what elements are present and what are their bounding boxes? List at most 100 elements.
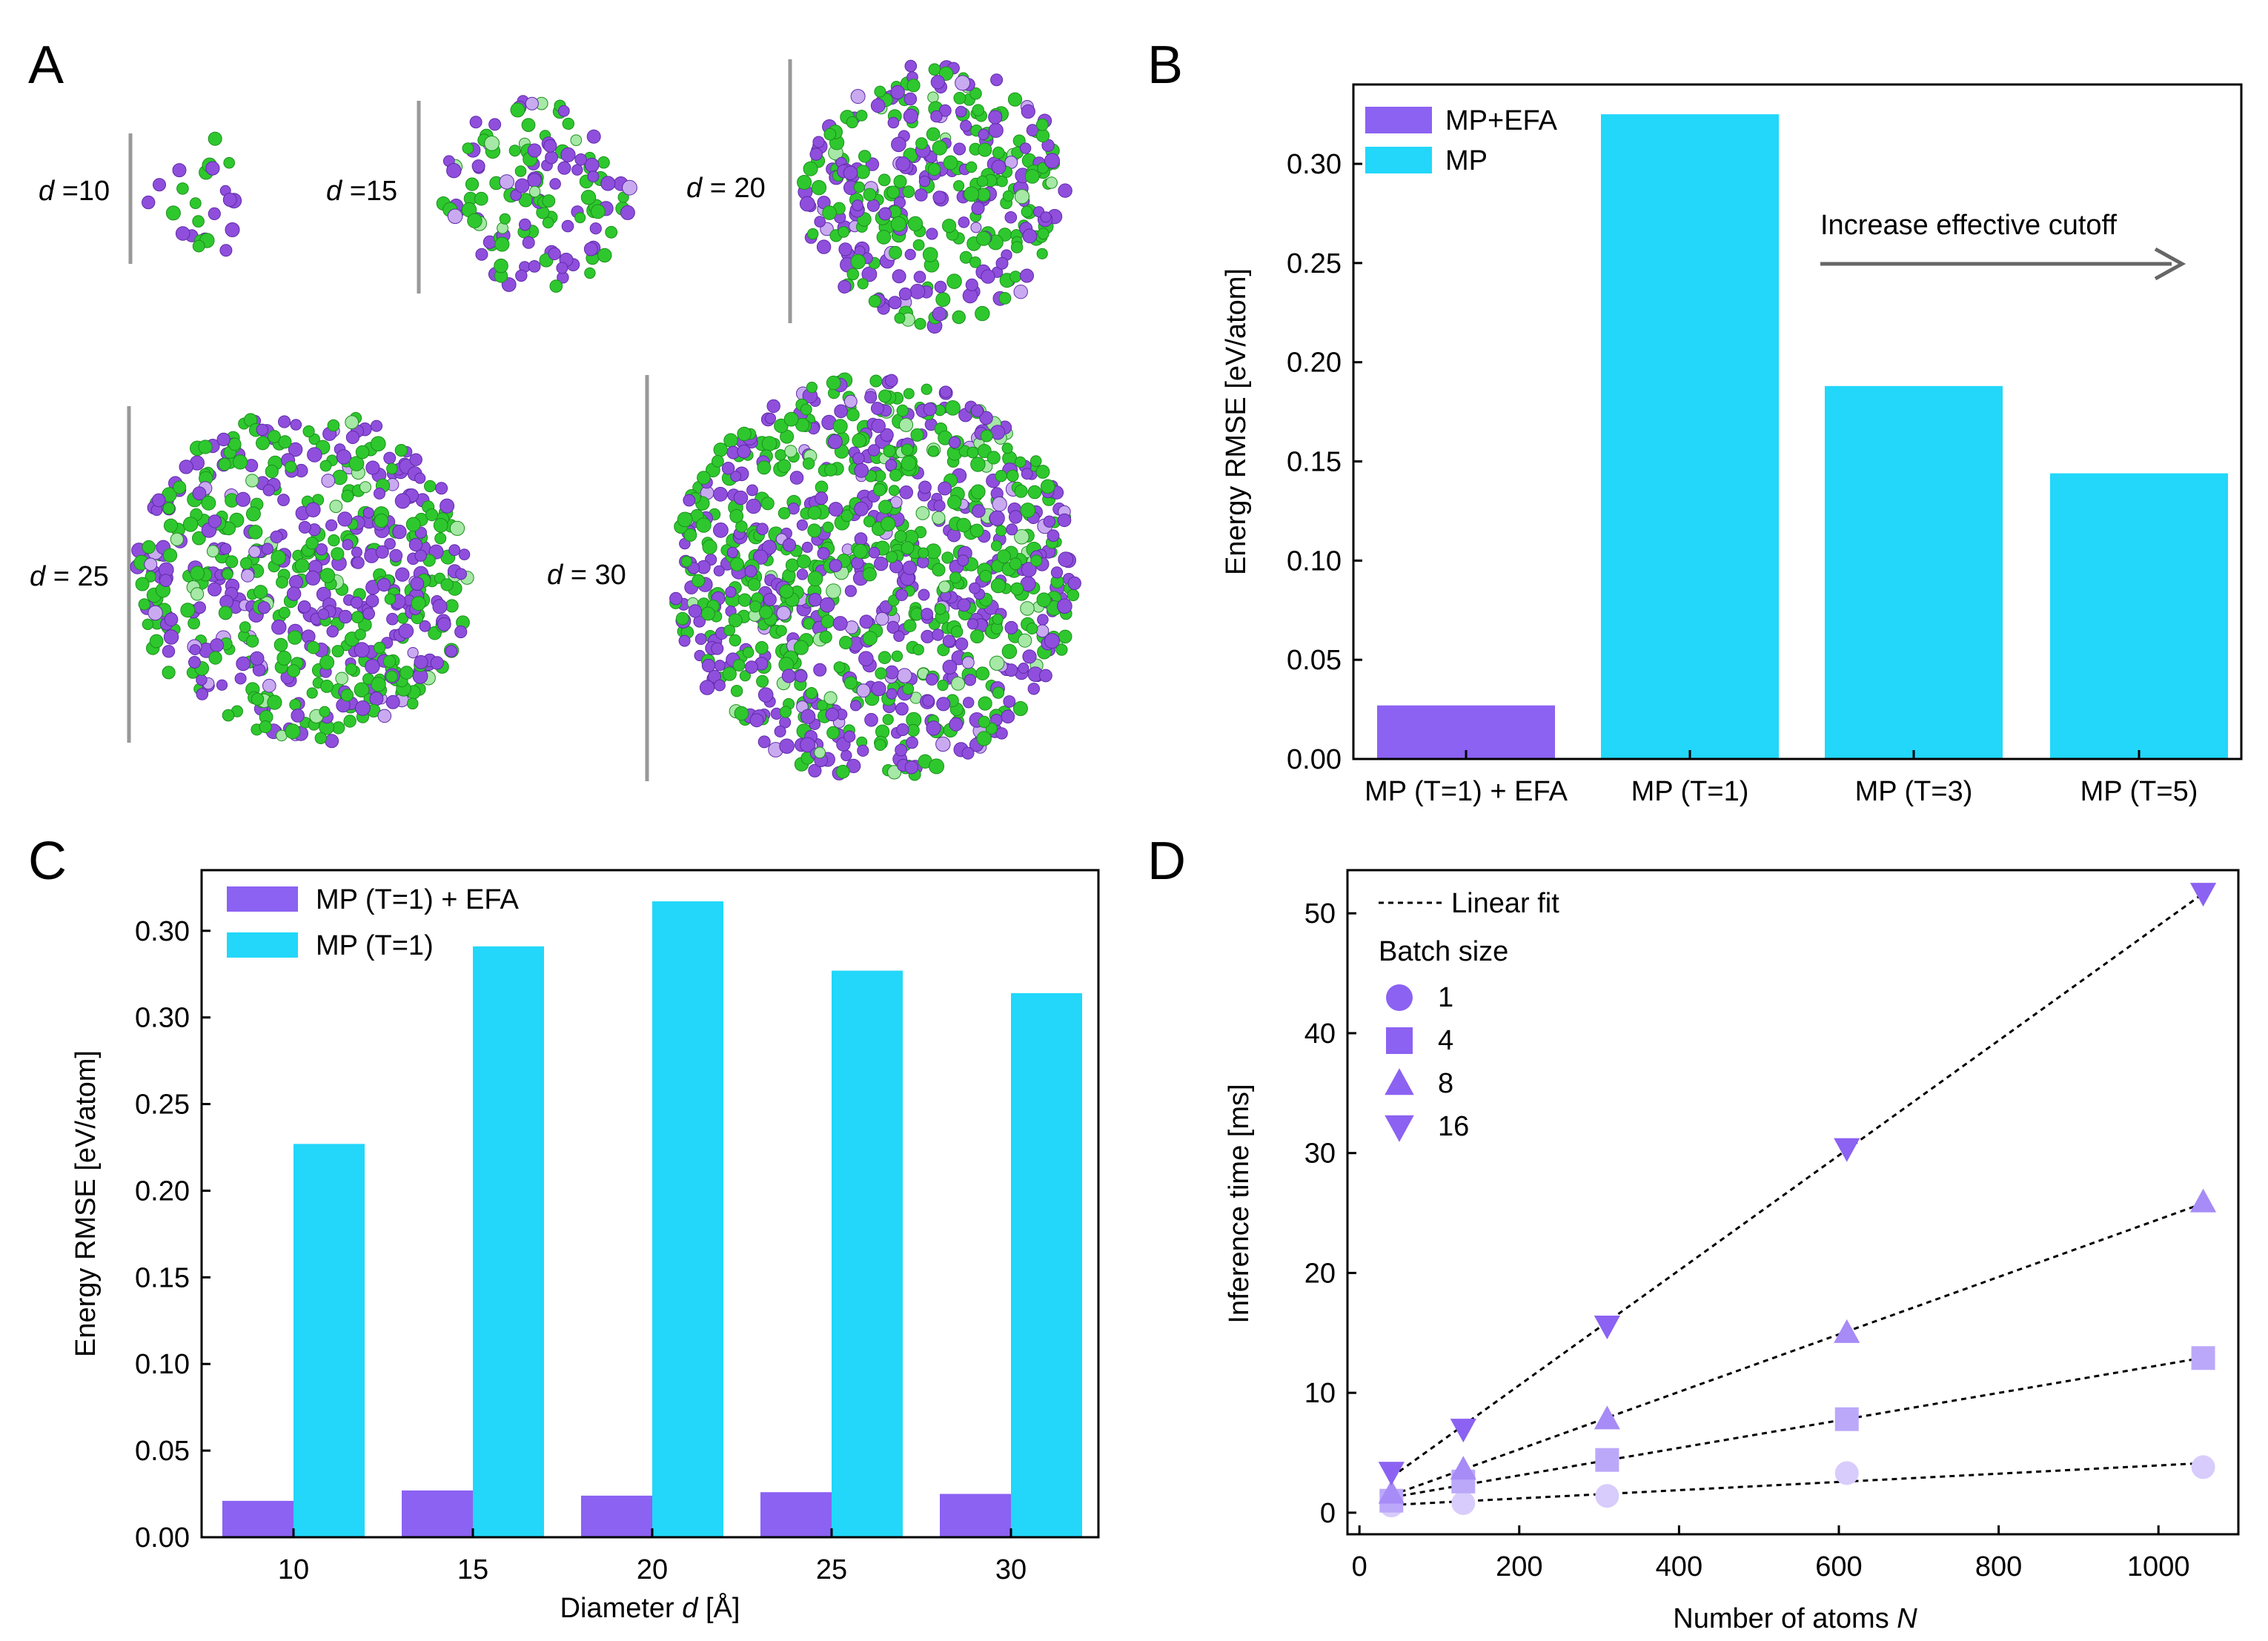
purple-atom [1037,614,1049,626]
purple-atom [867,444,881,457]
green-atom [970,457,986,472]
purple-atom [995,256,1009,270]
purple-atom [1022,228,1038,244]
green-atom [805,687,818,700]
green-atom [433,517,448,533]
green-atom [878,651,892,665]
green-atom [1002,190,1015,202]
purple-atom [949,717,964,732]
purple-atom [196,688,209,700]
green-atom [979,569,992,583]
green-atom [208,131,222,146]
purple-atom [355,700,371,716]
purple-atom [1057,598,1072,614]
purple-atom [162,645,176,658]
green-atom [970,629,984,643]
purple-atom [874,556,889,571]
green-atom [990,540,1002,551]
purple-atom [866,199,881,212]
green-atom [777,459,792,474]
purple-atom [953,142,966,156]
x-tick-label: 20 [637,1554,668,1585]
purple-atom [288,574,304,589]
panel-d-y-axis-title: Inference time [ms] [1224,1084,1255,1323]
purple-atom [430,656,444,670]
purple-atom [939,385,952,399]
atom-clusters [130,59,1081,781]
purple-atom [622,179,637,196]
purple-atom [854,501,869,517]
purple-atom [683,494,696,507]
purple-atom [600,176,616,191]
purple-atom [857,744,869,757]
green-atom [692,574,706,588]
bar-mp-t-1-efa [1377,705,1555,759]
x-tick-label: MP (T=1) [1631,776,1749,807]
purple-atom [225,222,240,237]
point-batch-1 [1451,1491,1476,1515]
green-atom [712,454,724,468]
panel-c-frame [200,869,1100,1539]
green-atom [800,403,812,416]
green-atom [759,605,773,620]
green-atom [253,585,268,600]
green-atom [700,606,715,621]
purple-atom [241,568,255,583]
purple-atom [469,116,483,129]
purple-atom [774,725,786,737]
purple-atom [694,633,707,646]
green-atom [953,91,966,105]
green-atom [822,205,837,220]
green-atom [245,474,259,488]
panel-letter-b: B [1147,36,1183,95]
green-atom [755,641,769,654]
point-batch-16 [1834,1138,1860,1162]
green-atom [807,523,822,538]
purple-atom [446,163,462,179]
purple-atom [277,494,290,506]
green-atom [922,247,938,262]
green-atom [335,672,349,686]
green-atom [802,457,815,470]
panel-d-fit-lines [1390,892,2204,1506]
green-atom [915,137,928,150]
purple-atom [789,471,804,485]
green-atom [889,245,903,259]
green-atom [815,480,829,494]
green-atom [223,156,236,169]
x-tick-label: MP (T=1) + EFA [1365,776,1568,807]
green-atom [1014,528,1029,545]
green-atom [906,79,921,93]
green-atom [952,310,966,325]
green-atom [605,225,618,239]
point-batch-8 [2189,1188,2217,1213]
green-atom [887,765,902,780]
green-atom [397,612,409,624]
green-atom [425,508,439,522]
green-atom [912,643,924,656]
purple-atom [147,605,163,621]
y-tick-label: 0.15 [1287,447,1342,478]
purple-atom [966,618,979,630]
purple-atom [781,669,796,683]
purple-atom [219,543,232,555]
purple-atom [437,617,451,631]
purple-atom [527,173,542,188]
purple-atom [979,411,993,425]
green-atom [896,404,909,417]
green-atom [1018,633,1032,648]
green-atom [192,239,205,253]
purple-atom [262,678,276,693]
green-atom [878,389,892,403]
green-atom [927,445,940,457]
green-atom [265,465,279,479]
green-atom [285,460,297,473]
purple-atom [957,598,971,612]
green-atom [987,451,1001,465]
purple-atom [812,136,825,148]
green-atom [245,506,261,522]
green-atom [680,556,693,568]
green-atom [278,606,291,619]
purple-atom [846,758,861,774]
green-atom [886,551,898,563]
